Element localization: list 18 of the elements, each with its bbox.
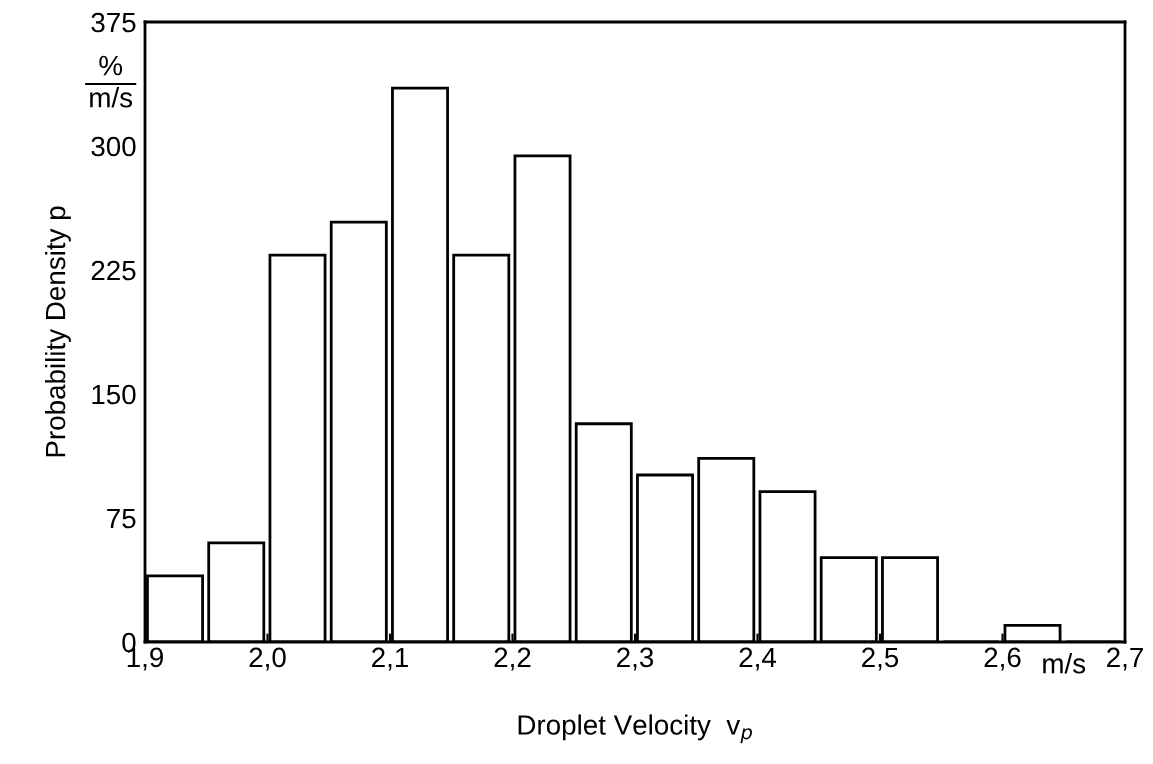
x-tick-label: 2,3 [617, 647, 654, 671]
x-tick-label: 2,4 [739, 647, 776, 671]
x-tick-label: 2,2 [494, 647, 531, 671]
y-tick-label: 225 [91, 260, 136, 281]
y-tick-label: 150 [92, 384, 136, 405]
text: m/s [1043, 653, 1086, 674]
x-axis-title: Droplet Velocity v$_{p}$ [518, 714, 752, 744]
y-tick-label: 300 [91, 136, 136, 157]
x-tick-label: 2,0 [249, 647, 286, 671]
x-tick-label: 2,1 [372, 647, 408, 671]
y-tick-label: 375 [91, 12, 136, 33]
x-tick-label: 2,6 [984, 647, 1021, 671]
x-tick-label: 2,5 [862, 647, 899, 671]
x-tick-label: 2,7 [1107, 647, 1143, 671]
y-tick-label: 75 [107, 508, 136, 529]
text: m/s [90, 87, 133, 108]
y-axis-title: Probability Density p [44, 206, 71, 457]
text: % [99, 55, 123, 76]
